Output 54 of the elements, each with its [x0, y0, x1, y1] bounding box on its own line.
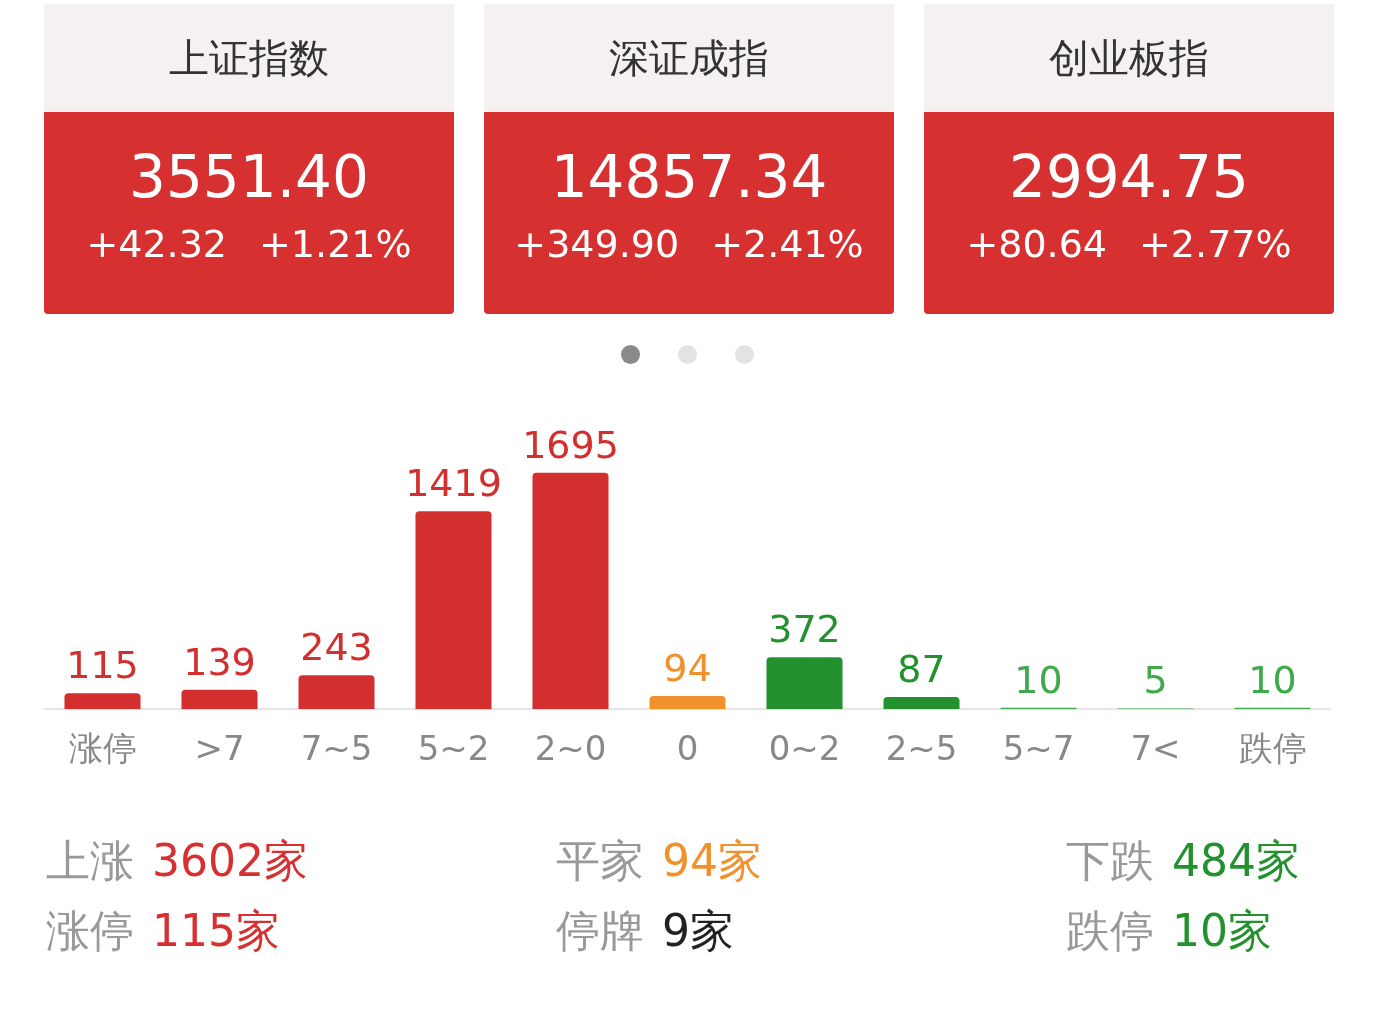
bar — [64, 693, 141, 710]
text: 2994.75 — [1008, 142, 1250, 212]
x-tick-label: 5~7 — [1002, 728, 1075, 769]
x-tick-label: 2~5 — [885, 728, 958, 769]
text: 484家 — [1172, 835, 1300, 886]
text: 3551.40 — [128, 142, 370, 212]
data-label: 5 — [1143, 658, 1168, 703]
data-label: 372 — [768, 607, 841, 652]
data-label: 94 — [663, 645, 712, 690]
data-label: 1419 — [405, 461, 502, 506]
text: 115家 — [152, 905, 280, 956]
text: 10家 — [1172, 905, 1272, 956]
text: 14857.34 — [549, 142, 829, 212]
text: 停牌 — [556, 905, 644, 956]
data-label: 243 — [300, 625, 373, 670]
text: 创业板指 — [924, 4, 1334, 112]
data-label: 10 — [1248, 657, 1297, 702]
text: +42.32 — [86, 222, 228, 266]
text: +2.77% — [1139, 222, 1292, 266]
data-label: 115 — [66, 643, 139, 688]
x-tick-label: 跌停 — [1238, 728, 1307, 769]
text: 3602家 — [152, 835, 308, 886]
text: 下跌 — [1066, 835, 1154, 886]
bar — [181, 689, 258, 710]
text: 9家 — [662, 905, 734, 956]
text: +1.21% — [259, 222, 412, 266]
text: 上证指数 — [44, 4, 454, 112]
x-tick-label: 0 — [676, 728, 699, 769]
x-tick-label: 7~5 — [300, 728, 373, 769]
x-tick-label: 7< — [1130, 728, 1181, 769]
text: +2.41% — [711, 222, 864, 266]
text: 94家 — [662, 835, 762, 886]
data-label: 1695 — [522, 422, 619, 467]
x-tick-label: 5~2 — [417, 728, 490, 769]
bar — [649, 696, 726, 710]
text: 涨停 — [46, 905, 134, 956]
bar — [532, 472, 609, 710]
x-tick-label: >7 — [194, 728, 245, 769]
text: 跌停 — [1066, 905, 1154, 956]
x-tick-label: 0~2 — [768, 728, 841, 769]
data-label: 87 — [897, 646, 946, 691]
text: 平家 — [556, 835, 644, 886]
data-label: 139 — [183, 639, 256, 684]
text: +349.90 — [514, 222, 680, 266]
text: +80.64 — [966, 222, 1108, 266]
text: 上涨 — [46, 835, 134, 886]
bar — [766, 657, 843, 710]
bar — [415, 511, 492, 710]
bar — [883, 697, 960, 710]
bar — [298, 675, 375, 710]
text: 深证成指 — [484, 4, 894, 112]
x-tick-label: 涨停 — [68, 728, 137, 769]
x-tick-label: 2~0 — [534, 728, 607, 769]
data-label: 10 — [1014, 657, 1063, 702]
